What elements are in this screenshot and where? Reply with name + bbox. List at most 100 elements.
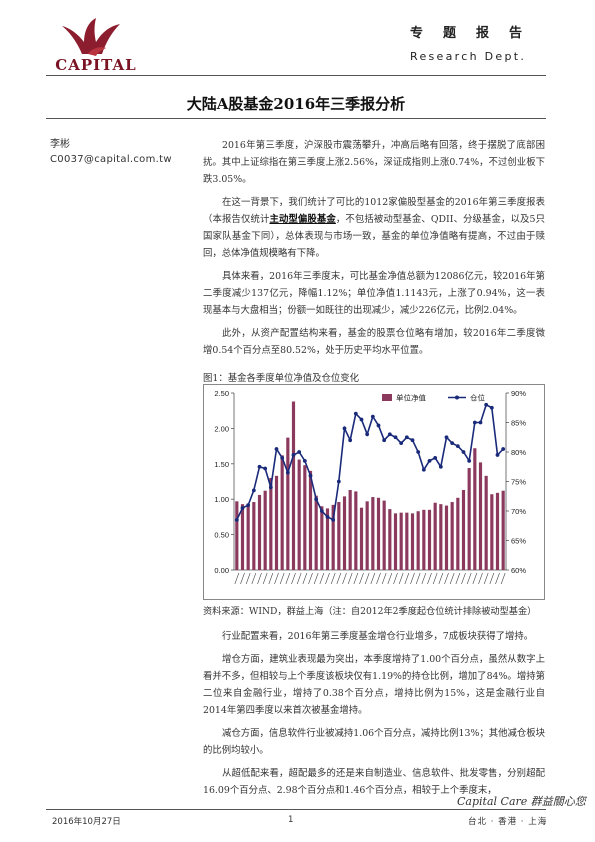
nav-bar [320,506,324,570]
position-point [393,435,398,440]
position-point [427,458,432,463]
author-email[interactable]: C0037@capital.com.tw [50,154,172,165]
nav-position-chart: 0.00 0.50 1.00 1.50 2.00 2.50 60% 65% 70% 75% 80% 8… [214,389,526,585]
nav-bar [280,455,284,570]
x-tick-label [234,572,240,585]
logo-text: CAPITAL [55,56,137,74]
nav-bar [410,513,415,570]
position-point [467,458,472,463]
position-point [325,515,330,519]
paragraph-3: 具体来看，2016年三季度末，可比基金净值总额为12086亿元，较2016年第二… [203,271,545,316]
left-tick-label: 0.50 [214,531,229,540]
x-tick-label [421,572,427,585]
nav-bar [422,509,426,570]
nav-bar [405,512,409,570]
left-tick-label: 1.50 [214,460,229,469]
nav-bar [444,505,449,570]
x-tick-label [410,572,415,585]
body-upper: 2016年第三季度，沪深股市震荡攀升，冲高后略有回落，终于摆脱了底部困扰。其中上… [203,137,545,359]
nav-bar [388,509,392,570]
paragraph-4: 此外，从资产配置结构来看，基金的股票仓位略有增加，较2016年二季度微增0.54… [203,328,545,356]
legend-swatch-nav [382,394,392,401]
position-point [404,435,409,440]
nav-bar [235,501,239,570]
x-tick-label [245,572,251,585]
position-point [291,453,296,457]
position-point [336,479,341,484]
nav-bar [325,508,330,570]
x-tick-label [495,572,500,585]
x-tick-label [466,572,472,585]
paragraph-5: 行业配置来看，2016年第三季度基金增仓行业增多，7成板块获得了增持。 [222,631,534,642]
position-point [263,466,268,471]
x-tick-label [398,572,404,585]
footer-rule [46,809,546,810]
position-point [461,450,466,454]
section-label-cn: 专题报告 [410,26,543,41]
x-tick-label [262,572,268,585]
x-tick-label [438,572,444,585]
position-point [348,438,353,443]
left-tick-label: 1.00 [214,495,229,504]
position-point [319,509,324,513]
nav-bar [359,507,364,570]
position-point [331,517,336,522]
nav-bar [303,465,307,570]
nav-bar [274,475,279,570]
position-point [438,464,443,469]
nav-bar [286,437,290,570]
nav-bar [439,504,443,570]
left-tick-label: 0.00 [214,566,229,575]
legend-label-nav: 单位净值 [396,393,426,403]
figure-caption: 图1：基金各季度单位净值及仓位变化 [203,373,359,384]
position-point [308,473,313,478]
nav-bar [308,470,313,570]
position-point [274,447,279,451]
x-tick-label [472,572,478,585]
footer-date: 2016年10月27日 [52,817,121,827]
figure-source: 资料来源：WIND，群益上海（注：自2012年2季度起仓位统计排除被动型基金） [203,606,537,617]
nav-bar [331,504,335,570]
position-point [472,420,477,425]
position-point [455,444,460,448]
x-tick-label [427,572,432,585]
section-label-en: Research Dept. [410,50,527,63]
legend-marker-position [455,395,459,400]
position-point [399,441,404,446]
x-tick-label [330,572,336,585]
x-tick-label [257,572,262,585]
page-title: 大陆A股基金2016年三季报分析 [186,95,406,113]
x-tick-label [381,572,387,585]
x-tick-label [449,572,455,585]
position-point [387,432,392,437]
position-point [484,402,489,407]
footer-cities: 台北 · 香港 · 上海 [468,817,548,827]
paragraph-2: 在这一背景下，我们统计了可比的1012家偏股型基金的2016年第三季度报表（本报… [203,194,545,262]
x-tick-label [483,572,489,585]
x-tick-label [308,572,313,585]
x-tick-label [319,572,325,585]
position-point [297,450,302,454]
x-tick-label [364,572,370,585]
position-point [382,438,387,443]
nav-bar [246,504,250,570]
nav-bar [467,468,471,570]
x-tick-label [336,572,342,585]
position-point [450,441,455,446]
nav-bar [416,511,420,570]
nav-bar [348,489,352,570]
nav-bar [376,497,381,570]
position-point [257,464,262,469]
capital-logo-icon [62,18,120,56]
x-tick-label [359,572,364,585]
nav-bar [478,462,483,570]
nav-bar [342,496,347,570]
nav-bar [382,500,386,570]
title-rule [46,118,546,119]
right-tick-label: 80% [511,448,526,457]
nav-bar [314,495,318,570]
position-point [314,497,319,502]
author-name: 李彬 [50,139,70,150]
position-point [410,438,415,443]
right-tick-label: 90% [511,389,526,398]
